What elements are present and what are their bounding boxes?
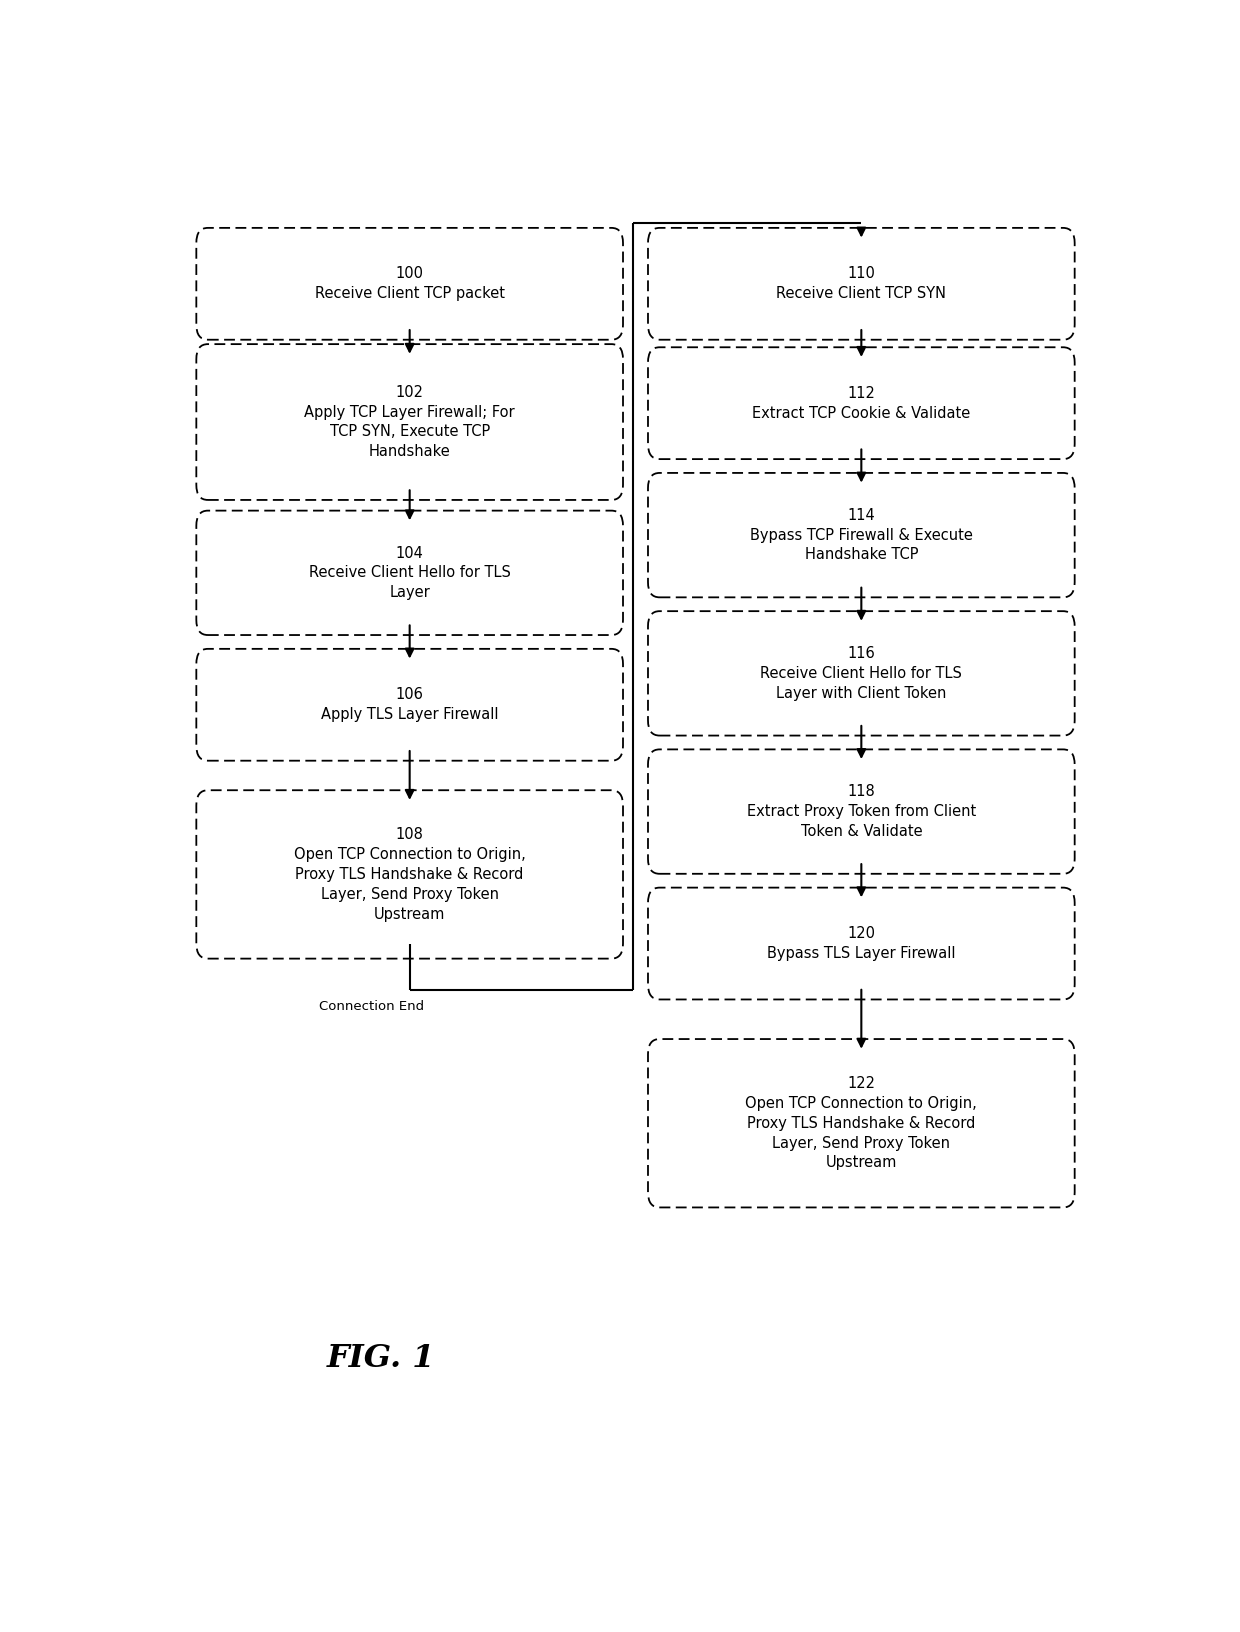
Text: 112
Extract TCP Cookie & Validate: 112 Extract TCP Cookie & Validate <box>753 385 971 421</box>
FancyBboxPatch shape <box>649 228 1075 339</box>
Text: 122
Open TCP Connection to Origin,
Proxy TLS Handshake & Record
Layer, Send Prox: 122 Open TCP Connection to Origin, Proxy… <box>745 1075 977 1170</box>
FancyBboxPatch shape <box>196 790 622 958</box>
Text: 106
Apply TLS Layer Firewall: 106 Apply TLS Layer Firewall <box>321 687 498 723</box>
Text: 114
Bypass TCP Firewall & Execute
Handshake TCP: 114 Bypass TCP Firewall & Execute Handsh… <box>750 508 972 563</box>
FancyBboxPatch shape <box>649 888 1075 999</box>
Text: 108
Open TCP Connection to Origin,
Proxy TLS Handshake & Record
Layer, Send Prox: 108 Open TCP Connection to Origin, Proxy… <box>294 827 526 922</box>
Text: 120
Bypass TLS Layer Firewall: 120 Bypass TLS Layer Firewall <box>768 925 956 961</box>
FancyBboxPatch shape <box>649 610 1075 736</box>
Text: 110
Receive Client TCP SYN: 110 Receive Client TCP SYN <box>776 266 946 302</box>
Text: 102
Apply TCP Layer Firewall; For
TCP SYN, Execute TCP
Handshake: 102 Apply TCP Layer Firewall; For TCP SY… <box>304 385 515 459</box>
Text: 118
Extract Proxy Token from Client
Token & Validate: 118 Extract Proxy Token from Client Toke… <box>746 785 976 839</box>
FancyBboxPatch shape <box>649 348 1075 459</box>
FancyBboxPatch shape <box>649 1040 1075 1208</box>
Text: 100
Receive Client TCP packet: 100 Receive Client TCP packet <box>315 266 505 302</box>
FancyBboxPatch shape <box>196 511 622 635</box>
Text: Connection End: Connection End <box>319 1000 424 1013</box>
FancyBboxPatch shape <box>196 228 622 339</box>
FancyBboxPatch shape <box>649 473 1075 597</box>
FancyBboxPatch shape <box>196 650 622 761</box>
FancyBboxPatch shape <box>196 344 622 499</box>
Text: 116
Receive Client Hello for TLS
Layer with Client Token: 116 Receive Client Hello for TLS Layer w… <box>760 646 962 700</box>
Text: FIG. 1: FIG. 1 <box>326 1343 435 1374</box>
Text: 104
Receive Client Hello for TLS
Layer: 104 Receive Client Hello for TLS Layer <box>309 545 511 601</box>
FancyBboxPatch shape <box>649 749 1075 873</box>
